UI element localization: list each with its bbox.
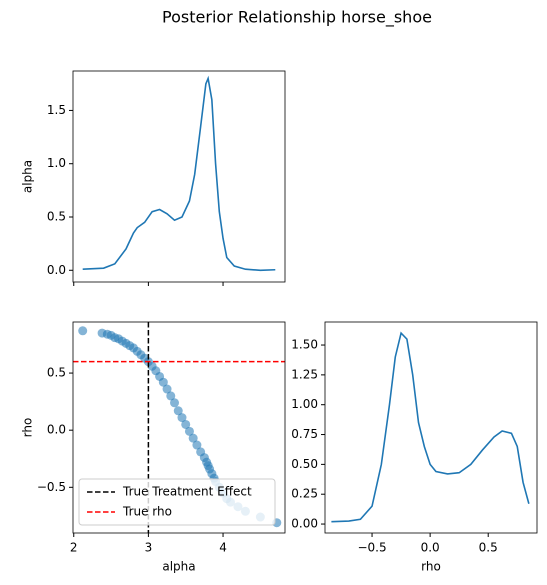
y-tick-label: 1.0 xyxy=(47,156,66,170)
y-axis-label: rho xyxy=(21,418,35,438)
kde-line xyxy=(331,331,530,523)
scatter-point xyxy=(181,419,191,429)
y-tick-label: 1.00 xyxy=(291,397,318,411)
scatter-point xyxy=(162,384,172,394)
x-tick-label: 4 xyxy=(219,541,227,555)
y-tick-label: 0.00 xyxy=(291,517,318,531)
legend-label: True rho xyxy=(122,505,172,519)
x-tick-label: 0.5 xyxy=(479,541,498,555)
x-tick-label: 0.0 xyxy=(421,541,440,555)
scatter-point xyxy=(170,398,180,408)
axes-frame xyxy=(324,321,538,534)
y-tick-label: 0.5 xyxy=(47,366,66,380)
x-tick-label: 2 xyxy=(70,541,78,555)
y-tick-label: 0.25 xyxy=(291,487,318,501)
y-tick-label: 0.50 xyxy=(291,457,318,471)
y-tick-label: −0.5 xyxy=(37,480,66,494)
y-axis-label: alpha xyxy=(21,160,35,193)
y-tick-label: 1.5 xyxy=(47,103,66,117)
y-tick-label: 1.50 xyxy=(291,338,318,352)
plot-area xyxy=(331,331,530,523)
legend-box xyxy=(78,478,276,526)
y-tick-label: 0.0 xyxy=(47,263,66,277)
axes-frame xyxy=(72,70,286,283)
scatter-point xyxy=(188,433,198,443)
scatter-point xyxy=(166,391,176,401)
figure-title: Posterior Relationship horse_shoe xyxy=(162,8,432,28)
legend-label: True Treatment Effect xyxy=(122,485,252,499)
scatter-point xyxy=(78,326,88,336)
x-tick-label: −0.5 xyxy=(357,541,386,555)
plot-area xyxy=(82,75,276,272)
kde-line xyxy=(82,75,276,272)
scatter-point xyxy=(192,440,202,450)
y-tick-label: 0.0 xyxy=(47,423,66,437)
x-axis-label: rho xyxy=(421,560,441,574)
scatter-point xyxy=(158,377,168,387)
y-tick-label: 0.5 xyxy=(47,209,66,223)
y-tick-label: 1.25 xyxy=(291,367,318,381)
scatter-point xyxy=(184,426,194,436)
x-axis-label: alpha xyxy=(162,560,195,574)
scatter-point xyxy=(177,413,187,423)
x-tick-label: 3 xyxy=(145,541,153,555)
axes-frame xyxy=(72,321,286,534)
y-tick-label: 0.75 xyxy=(291,427,318,441)
scatter-point xyxy=(173,406,183,416)
